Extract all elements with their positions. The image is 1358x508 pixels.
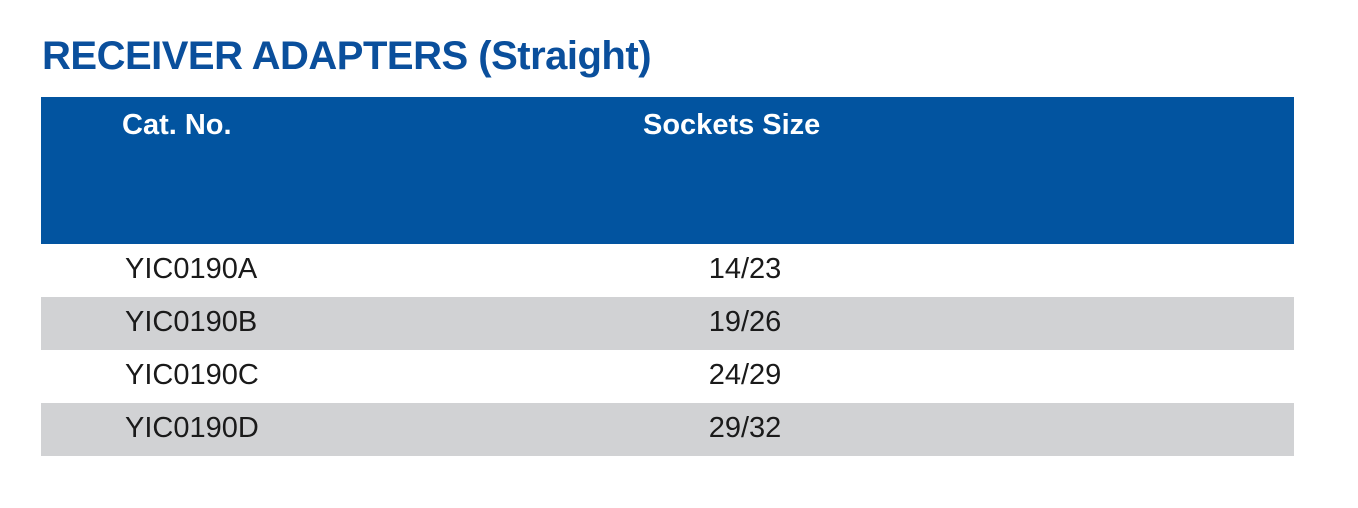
page-title: RECEIVER ADAPTERS (Straight) (42, 34, 652, 78)
sockets-size-cell: 19/26 (708, 306, 782, 338)
cat-no-cell: YIC0190B (125, 306, 258, 338)
table-row: YIC0190B 19/26 (41, 297, 1294, 350)
header-cat-no: Cat. No. (122, 109, 232, 141)
sockets-size-cell: 29/32 (708, 412, 782, 444)
sockets-size-cell: 24/29 (708, 359, 782, 391)
header-sockets-size: Sockets Size (643, 109, 821, 141)
cat-no-cell: YIC0190A (125, 253, 258, 285)
cat-no-cell: YIC0190C (125, 359, 259, 391)
cat-no-cell: YIC0190D (125, 412, 259, 444)
table-row: YIC0190D 29/32 (41, 403, 1294, 456)
table-header: Cat. No. Sockets Size (41, 97, 1294, 244)
table-row: YIC0190C 24/29 (41, 350, 1294, 403)
table-row: YIC0190A 14/23 (41, 244, 1294, 297)
product-table: Cat. No. Sockets Size YIC0190A 14/23 YIC… (41, 97, 1294, 456)
sockets-size-cell: 14/23 (708, 253, 782, 285)
